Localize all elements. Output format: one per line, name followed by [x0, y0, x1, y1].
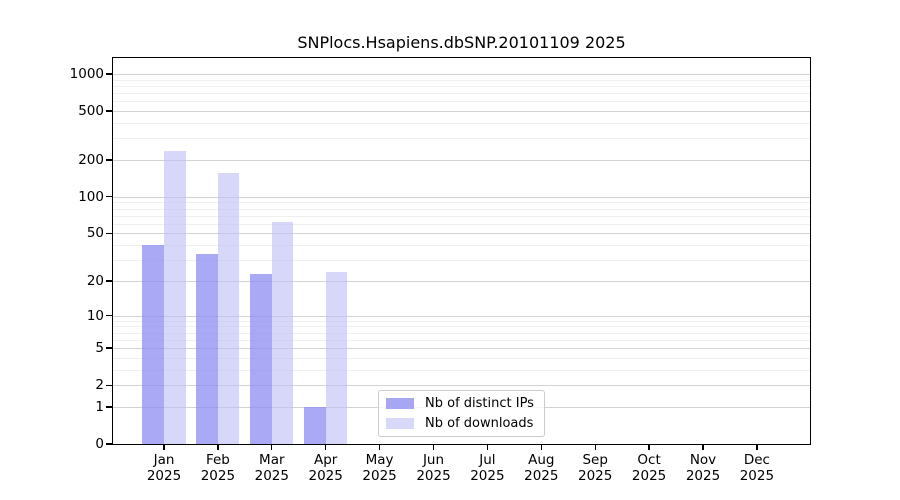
- bar-downloads-apr: [325, 271, 348, 444]
- gridline-minor-400: [113, 122, 810, 124]
- y-tick-mark-20: [106, 280, 113, 282]
- gridline-minor-80: [113, 208, 810, 210]
- gridline-minor-70: [113, 215, 810, 217]
- bar-ips-apr: [304, 406, 326, 444]
- x-tick-label-mar: Mar 2025: [254, 452, 289, 484]
- x-tick-mark-nov: [702, 444, 704, 450]
- x-tick-mark-oct: [648, 444, 650, 450]
- x-tick-label-may: May 2025: [362, 452, 397, 484]
- y-tick-mark-1000: [106, 73, 113, 75]
- bar-downloads-mar: [271, 222, 294, 444]
- bar-ips-feb: [196, 253, 218, 444]
- bar-ips-mar: [250, 273, 272, 444]
- gridline-major-2: [113, 385, 810, 387]
- gridline-minor-8: [113, 326, 810, 328]
- x-tick-label-sep: Sep 2025: [578, 452, 613, 484]
- legend-swatch-distinct-ips: [386, 397, 414, 409]
- bar-downloads-jan: [164, 151, 186, 444]
- x-tick-mark-dec: [756, 444, 758, 450]
- legend-row-downloads: Nb of downloads: [386, 416, 537, 433]
- gridline-major-20: [113, 280, 810, 282]
- y-tick-mark-2: [106, 384, 113, 386]
- x-tick-label-nov: Nov 2025: [685, 452, 721, 484]
- y-tick-label-0: 0: [95, 436, 104, 452]
- bar-ips-jan: [142, 245, 164, 444]
- gridline-minor-7: [113, 332, 810, 334]
- gridline-major-200: [113, 159, 810, 161]
- x-tick-label-feb: Feb 2025: [200, 452, 236, 484]
- chart-title: SNPlocs.Hsapiens.dbSNP.20101109 2025: [297, 33, 626, 52]
- y-tick-mark-500: [106, 110, 113, 112]
- y-tick-mark-5: [106, 347, 113, 349]
- gridline-major-500: [113, 111, 810, 113]
- x-tick-label-dec: Dec 2025: [739, 452, 775, 484]
- y-tick-label-200: 200: [78, 151, 104, 168]
- gridline-major-1000: [113, 73, 810, 75]
- gridline-minor-4: [113, 357, 810, 359]
- y-tick-mark-200: [106, 159, 113, 161]
- y-tick-label-1: 1: [95, 398, 104, 415]
- x-tick-label-jan: Jan 2025: [146, 452, 182, 484]
- gridline-minor-6: [113, 339, 810, 341]
- x-tick-mark-aug: [540, 444, 542, 450]
- x-tick-label-jul: Jul 2025: [470, 452, 505, 484]
- x-tick-label-apr: Apr 2025: [308, 452, 343, 484]
- x-tick-mark-mar: [271, 444, 273, 450]
- bar-downloads-feb: [217, 172, 240, 444]
- legend: Nb of distinct IPs Nb of downloads: [378, 390, 545, 437]
- legend-label-distinct-ips: Nb of distinct IPs: [425, 395, 534, 411]
- y-tick-label-5: 5: [95, 340, 104, 357]
- x-tick-mark-feb: [217, 444, 219, 450]
- gridline-minor-9: [113, 320, 810, 322]
- legend-label-downloads: Nb of downloads: [425, 416, 534, 432]
- y-tick-label-1000: 1000: [69, 65, 104, 82]
- x-tick-label-oct: Oct 2025: [631, 452, 667, 484]
- x-tick-mark-sep: [594, 444, 596, 450]
- legend-swatch-downloads: [386, 418, 414, 430]
- legend-row-distinct-ips: Nb of distinct IPs: [386, 395, 537, 412]
- gridline-minor-30: [113, 260, 810, 262]
- gridline-major-100: [113, 196, 810, 198]
- gridline-minor-40: [113, 245, 810, 247]
- gridline-major-50: [113, 233, 810, 235]
- gridline-minor-300: [113, 138, 810, 140]
- y-tick-mark-50: [106, 232, 113, 235]
- x-tick-label-jun: Jun 2025: [416, 452, 451, 484]
- y-tick-mark-100: [106, 196, 113, 198]
- gridline-minor-90: [113, 202, 810, 204]
- gridline-major-10: [113, 315, 810, 317]
- x-tick-mark-jun: [432, 444, 435, 450]
- x-tick-mark-apr: [325, 444, 327, 450]
- x-tick-mark-jul: [486, 444, 489, 450]
- x-tick-mark-may: [378, 444, 381, 450]
- x-tick-mark-jan: [163, 444, 165, 450]
- y-tick-mark-1: [106, 406, 113, 408]
- gridline-minor-3: [113, 369, 810, 371]
- y-tick-label-2: 2: [95, 377, 104, 394]
- gridline-major-5: [113, 348, 810, 350]
- gridline-minor-900: [113, 79, 810, 81]
- plot-area: [113, 58, 810, 444]
- y-tick-label-100: 100: [78, 188, 104, 205]
- x-tick-label-aug: Aug 2025: [524, 452, 559, 484]
- gridline-minor-60: [113, 223, 810, 225]
- y-tick-label-10: 10: [86, 307, 104, 324]
- y-tick-label-500: 500: [78, 103, 104, 120]
- y-tick-mark-0: [106, 443, 113, 445]
- gridline-minor-800: [113, 85, 810, 87]
- gridline-minor-700: [113, 93, 810, 95]
- y-tick-mark-10: [106, 314, 113, 317]
- gridline-minor-600: [113, 101, 810, 103]
- y-tick-label-50: 50: [86, 225, 104, 242]
- y-tick-label-20: 20: [86, 272, 104, 289]
